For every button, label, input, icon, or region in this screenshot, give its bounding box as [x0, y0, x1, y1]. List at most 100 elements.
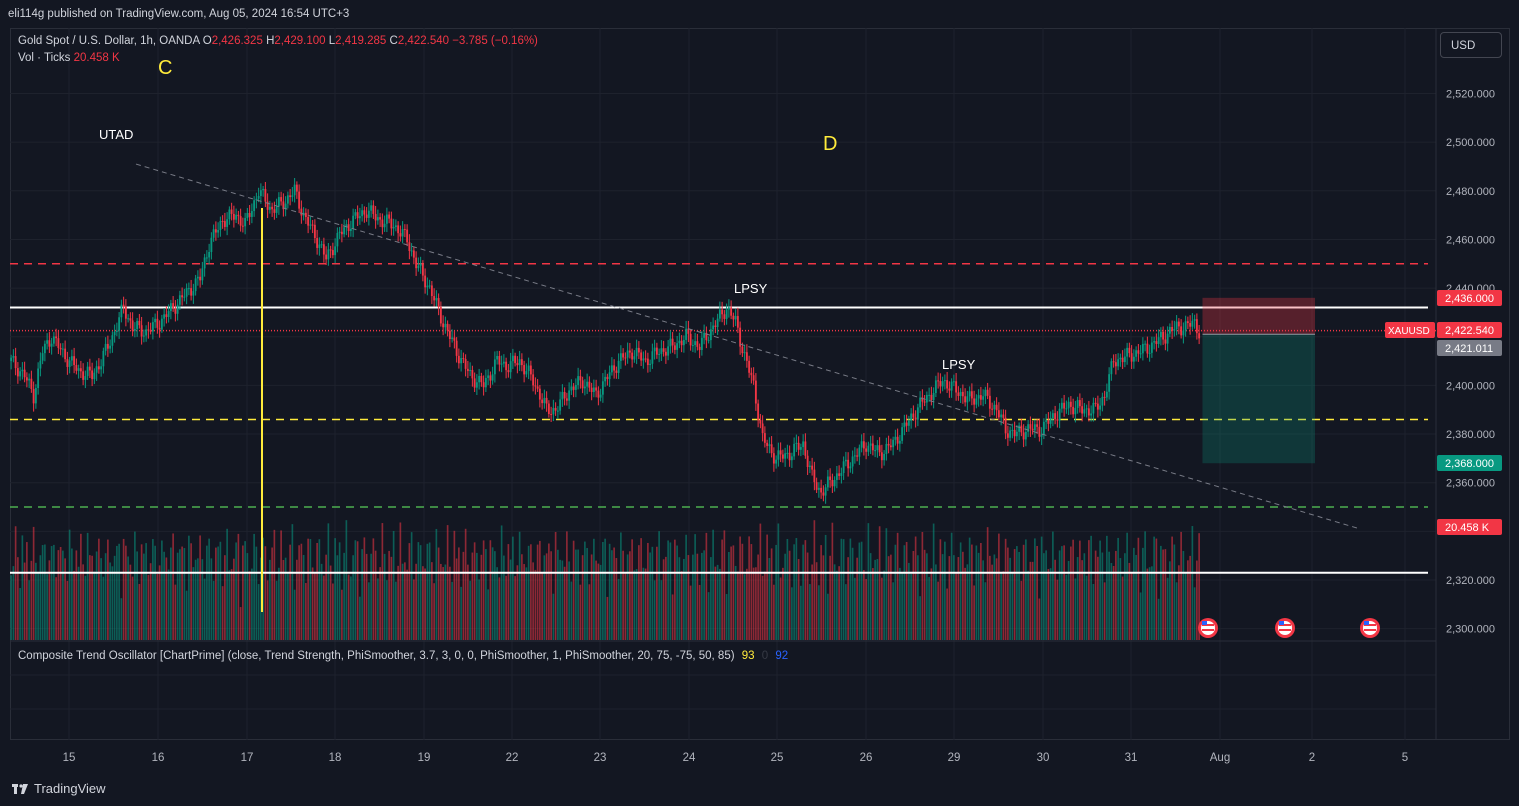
candle-body — [124, 306, 127, 319]
volume-bar — [1083, 553, 1086, 640]
candle-body — [415, 257, 418, 269]
volume-bar — [692, 554, 694, 640]
volume-bar — [836, 570, 838, 640]
candle-body — [55, 336, 58, 339]
volume-bar — [28, 580, 30, 640]
volume-bar — [269, 559, 271, 640]
symbol-name[interactable]: Gold Spot / U.S. Dollar, 1h, OANDA — [18, 35, 200, 47]
volume-bar — [993, 554, 996, 640]
volume-bar — [334, 538, 336, 640]
volume-bar — [12, 566, 15, 640]
volume-bar — [455, 558, 458, 640]
volume-bar — [905, 541, 908, 640]
candle-body — [770, 444, 773, 454]
volume-bar — [1119, 558, 1122, 640]
volume-bar — [764, 571, 766, 640]
close-value: 2,422.540 — [397, 35, 450, 47]
volume-bar — [1063, 545, 1065, 640]
volume-bar — [559, 559, 561, 640]
price-tick: 2,320.000 — [1446, 575, 1495, 587]
time-label: 19 — [418, 752, 431, 764]
volume-bar — [1076, 557, 1079, 640]
candle-body — [82, 371, 85, 380]
volume-bar — [939, 539, 942, 640]
volume-bar — [741, 543, 744, 640]
chart-frame[interactable] — [10, 28, 1510, 740]
volume-bar — [766, 534, 768, 640]
volume-bar — [305, 583, 307, 640]
candle-body — [1020, 425, 1023, 433]
candle-body — [91, 370, 94, 380]
tradingview-brand: TradingView — [34, 781, 106, 796]
volume-legend[interactable]: Vol · Ticks 20.458 K — [18, 52, 120, 64]
volume-bar — [176, 552, 179, 640]
oscillator-legend[interactable]: Composite Trend Oscillator [ChartPrime] … — [18, 650, 788, 662]
volume-bar — [262, 537, 264, 640]
candle-body — [912, 413, 915, 418]
candle-body — [471, 370, 474, 379]
candle-body — [930, 394, 933, 401]
volume-bar — [811, 564, 813, 640]
candle-body — [336, 232, 339, 247]
candle-body — [660, 348, 663, 354]
volume-bar — [773, 584, 775, 640]
volume-bar — [158, 565, 161, 640]
candle-body — [892, 439, 895, 448]
volume-bar — [874, 559, 876, 640]
volume-bar — [489, 540, 492, 640]
volume-bar — [815, 562, 818, 640]
candle-body — [325, 254, 328, 260]
low-value: 2,419.285 — [335, 35, 387, 47]
volume-bar — [1142, 547, 1144, 640]
volume-bar — [201, 559, 204, 640]
candle-body — [808, 465, 811, 467]
volume-bar — [552, 593, 555, 640]
volume-bar — [698, 584, 701, 640]
volume-bar — [379, 567, 381, 640]
flag-stripe — [1364, 624, 1376, 626]
volume-bar — [53, 544, 55, 640]
candle-body — [61, 348, 64, 350]
volume-bar — [588, 584, 591, 640]
candle-body — [824, 487, 827, 496]
candle-body — [439, 307, 442, 324]
volume-bar — [676, 545, 678, 640]
volume-bar — [1139, 592, 1142, 640]
volume-bar — [332, 583, 334, 640]
volume-bar — [696, 553, 699, 640]
volume-bar — [296, 559, 298, 640]
candle-body — [752, 375, 755, 381]
volume-bar — [896, 532, 899, 640]
volume-bar — [892, 582, 894, 640]
volume-bar — [624, 572, 627, 640]
volume-bar — [462, 551, 465, 640]
tradingview-logo[interactable]: TradingView — [12, 781, 106, 796]
volume-bar — [854, 577, 856, 640]
candle-body — [307, 217, 310, 226]
candle-body — [644, 358, 647, 360]
candle-body — [689, 333, 692, 346]
candle-body — [561, 391, 564, 400]
candle-body — [208, 251, 211, 258]
candle-body — [718, 309, 721, 319]
volume-bar — [514, 576, 516, 640]
candle-body — [991, 408, 994, 410]
candle-body — [84, 376, 87, 380]
candle-body — [928, 394, 931, 396]
volume-bar — [458, 547, 460, 640]
volume-bar — [703, 550, 705, 640]
candle-body — [1177, 321, 1180, 327]
volume-bar — [775, 544, 777, 640]
candle-body — [1135, 350, 1138, 357]
candle-body — [145, 329, 148, 336]
currency-button[interactable]: USD — [1440, 32, 1502, 58]
candle-body — [1168, 326, 1171, 334]
volume-bar — [1058, 550, 1061, 640]
volume-bar — [311, 567, 314, 640]
candle-body — [754, 380, 757, 404]
candle-body — [1038, 426, 1041, 437]
volume-bar — [1189, 555, 1191, 640]
candle-body — [550, 413, 553, 415]
volume-bar — [237, 533, 240, 640]
